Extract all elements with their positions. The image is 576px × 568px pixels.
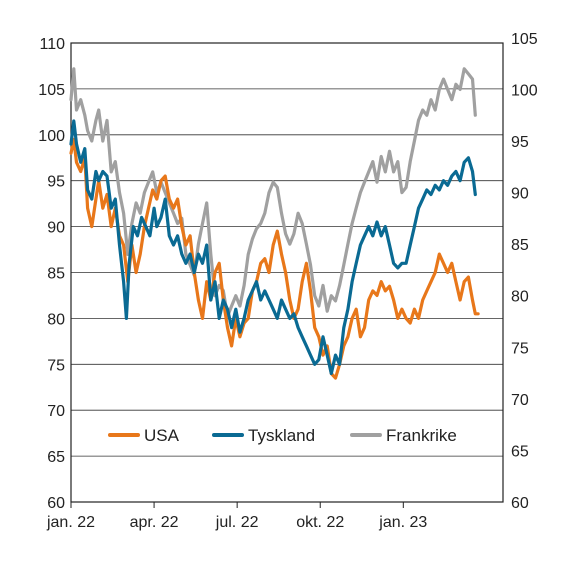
y-left-tick-label: 90 (47, 220, 65, 237)
legend-label-frankrike: Frankrike (386, 426, 457, 445)
y-right-tick-label: 60 (511, 495, 529, 512)
y-left-tick-label: 85 (47, 266, 65, 283)
legend-label-tyskland: Tyskland (248, 426, 315, 445)
y-right-tick-label: 85 (511, 237, 529, 254)
y-left-tick-label: 105 (38, 82, 65, 99)
y-right-tick-label: 65 (511, 443, 529, 460)
x-tick-label: okt. 22 (296, 514, 344, 531)
x-tick-label: jul. 22 (215, 514, 259, 531)
y-left-tick-label: 95 (47, 174, 65, 191)
legend-label-usa: USA (144, 426, 180, 445)
x-tick-label: apr. 22 (130, 514, 179, 531)
y-left-tick-label: 110 (39, 36, 65, 53)
y-right-tick-label: 80 (511, 289, 529, 306)
x-tick-label: jan. 22 (46, 514, 95, 531)
y-left-tick-label: 80 (47, 311, 65, 328)
tick-labels: 110 105 100 95 90 85 80 75 70 65 60 105 100 95 90 85 80 7… (38, 31, 538, 531)
series-lines (69, 67, 480, 380)
y-right-tick-label: 95 (511, 134, 529, 151)
series-line-usa (69, 137, 480, 380)
legend-background (104, 421, 476, 449)
y-left-tick-label: 75 (47, 357, 65, 374)
y-left-tick-label: 100 (38, 128, 65, 145)
plot-frame (70, 42, 504, 503)
series-line-tyskland (69, 119, 477, 376)
y-right-tick-label: 75 (511, 340, 529, 357)
y-left-tick-label: 60 (47, 495, 65, 512)
y-right-tick-label: 105 (511, 31, 538, 48)
legend: USA Tyskland Frankrike (104, 421, 476, 449)
y-right-tick-label: 70 (511, 392, 529, 409)
y-left-tick-label: 65 (47, 449, 65, 466)
x-tick-label: jan. 23 (378, 514, 427, 531)
y-right-tick-label: 90 (511, 186, 529, 203)
series-line-frankrike (69, 67, 477, 318)
y-right-tick-label: 100 (511, 82, 538, 99)
y-left-tick-label: 70 (47, 403, 65, 420)
